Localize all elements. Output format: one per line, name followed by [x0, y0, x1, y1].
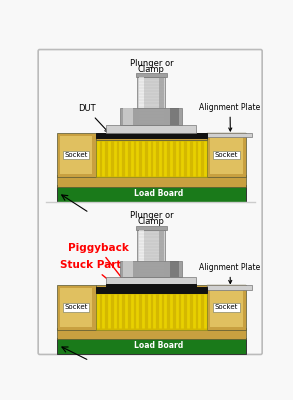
Text: DUT: DUT [78, 104, 108, 132]
Bar [60, 136, 92, 174]
Bar [210, 136, 243, 174]
Text: Socket: Socket [64, 152, 88, 158]
Text: Socket: Socket [64, 304, 88, 310]
Bar [123, 260, 133, 278]
Text: Clamp: Clamp [138, 65, 165, 74]
Bar [207, 133, 246, 177]
Bar [159, 230, 164, 260]
Bar [207, 133, 246, 137]
Bar [210, 288, 243, 327]
Bar [137, 230, 165, 260]
Bar [57, 338, 246, 354]
Bar [60, 288, 92, 327]
Text: Plunger or: Plunger or [130, 59, 173, 68]
Bar [57, 185, 246, 202]
Bar [106, 125, 196, 133]
Bar [159, 77, 164, 108]
Bar [170, 260, 179, 278]
Bar [96, 133, 207, 138]
Text: Alignment Plate: Alignment Plate [199, 103, 261, 131]
Bar [123, 108, 133, 125]
Bar [57, 175, 246, 186]
Bar [120, 260, 182, 278]
Bar [57, 285, 96, 330]
Bar [207, 285, 246, 290]
Text: Socket: Socket [215, 152, 238, 158]
Text: Load Board: Load Board [134, 189, 184, 198]
Bar [106, 284, 196, 288]
Bar [207, 133, 252, 137]
Text: Plunger or: Plunger or [130, 211, 173, 220]
Text: Alignment Plate: Alignment Plate [199, 263, 261, 284]
Bar [136, 226, 167, 230]
Bar [139, 77, 144, 108]
Bar [96, 140, 207, 177]
Bar [96, 285, 207, 292]
Bar [57, 328, 246, 339]
Text: Stuck Part: Stuck Part [60, 260, 121, 287]
Bar [120, 108, 182, 125]
Bar [106, 278, 196, 285]
Text: Piggyback: Piggyback [68, 242, 129, 282]
Bar [96, 133, 207, 140]
Text: Load Board: Load Board [134, 342, 184, 350]
Bar [136, 74, 167, 77]
Bar [96, 288, 207, 293]
Bar [57, 133, 96, 177]
Bar [139, 230, 144, 260]
Text: Clamp: Clamp [138, 218, 165, 226]
Bar [96, 292, 207, 330]
Bar [207, 285, 246, 330]
FancyBboxPatch shape [38, 50, 262, 354]
Bar [170, 108, 179, 125]
Text: Socket: Socket [215, 304, 238, 310]
Bar [207, 285, 252, 290]
Bar [137, 77, 165, 108]
